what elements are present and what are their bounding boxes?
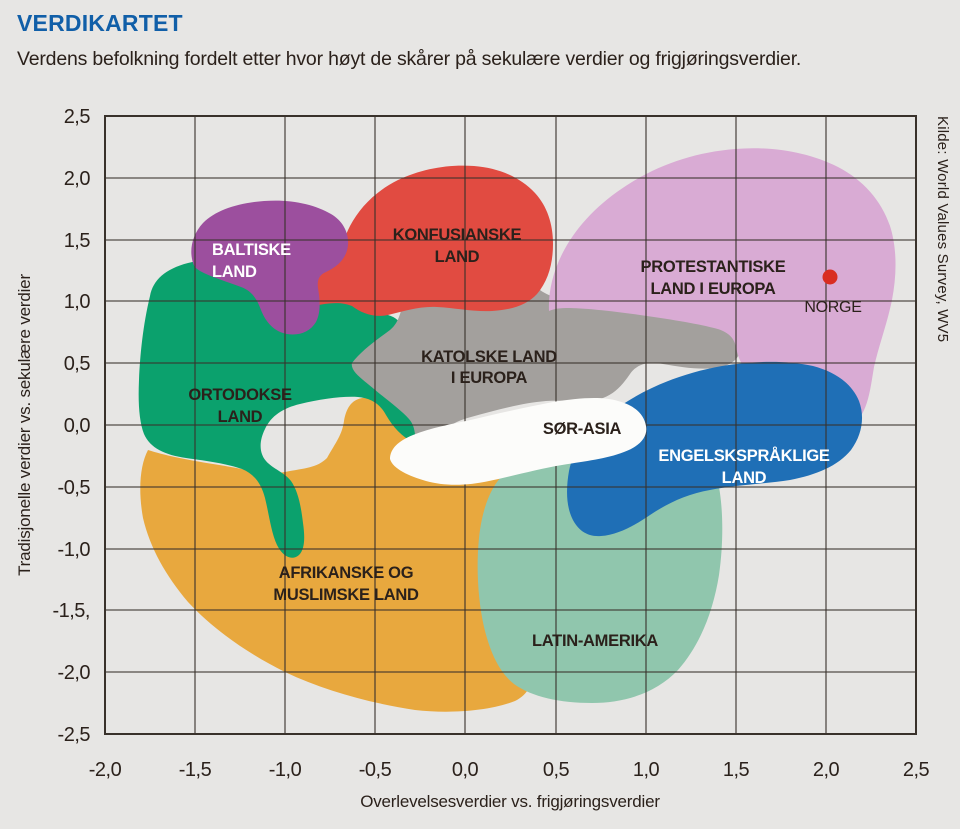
region-label-baltiske-2: LAND bbox=[212, 263, 257, 281]
region-protestantiske-blob bbox=[548, 148, 896, 430]
x-tick-label: 2,0 bbox=[813, 759, 840, 781]
region-label-sor-asia: SØR-ASIA bbox=[543, 420, 622, 438]
region-label-konfusianske-1: KONFUSIANSKE bbox=[393, 226, 522, 244]
y-tick-label: -1,0 bbox=[58, 539, 91, 561]
x-tick-label: 0,5 bbox=[543, 759, 570, 781]
y-tick-label: 1,0 bbox=[64, 291, 91, 313]
x-tick-label: -1,0 bbox=[269, 759, 302, 781]
region-label-engelskspraklige-2: LAND bbox=[722, 469, 767, 487]
x-tick-label: 0,0 bbox=[452, 759, 479, 781]
y-tick-label: 0,5 bbox=[64, 353, 91, 375]
x-axis-title: Overlevelsesverdier vs. frigjøringsverdi… bbox=[360, 792, 660, 811]
y-tick-label: -2,0 bbox=[58, 662, 91, 684]
region-label-protestantiske-1: PROTESTANTISKE bbox=[641, 258, 786, 276]
y-tick-label: 1,5 bbox=[64, 230, 91, 252]
region-label-afrikanske-2: MUSLIMSKE LAND bbox=[273, 586, 419, 604]
axis-box bbox=[104, 115, 917, 735]
y-axis-title: Tradisjonelle verdier vs. sekulære verdi… bbox=[15, 274, 34, 576]
region-label-baltiske-1: BALTISKE bbox=[212, 241, 291, 259]
y-tick-label: 2,0 bbox=[64, 168, 91, 190]
region-label-konfusianske-2: LAND bbox=[435, 248, 480, 266]
region-label-katolske-2: I EUROPA bbox=[451, 369, 528, 387]
x-tick-label: 1,0 bbox=[633, 759, 660, 781]
page-subtitle: Verdens befolkning fordelt etter hvor hø… bbox=[17, 48, 802, 70]
x-tick-label: 1,5 bbox=[723, 759, 750, 781]
region-label-ortodokse-2: LAND bbox=[218, 408, 263, 426]
y-tick-label: 0,0 bbox=[64, 415, 91, 437]
region-label-afrikanske-1: AFRIKANSKE OG bbox=[279, 564, 414, 582]
region-konfusianske-blob bbox=[250, 165, 553, 316]
y-tick-label: -1,5, bbox=[52, 600, 90, 622]
norge-label: NORGE bbox=[804, 299, 861, 316]
source-note: Kilde: World Values Survey, WV5 bbox=[934, 116, 951, 342]
region-engelskspraklige-blob bbox=[567, 361, 863, 537]
page-title: VERDIKARTET bbox=[17, 10, 183, 36]
region-label-ortodokse-1: ORTODOKSE bbox=[188, 386, 292, 404]
region-label-engelskspraklige-1: ENGELSKSPRÅKLIGE bbox=[658, 446, 830, 465]
region-label-katolske-1: KATOLSKE LAND bbox=[421, 348, 557, 366]
x-tick-label: -0,5 bbox=[359, 759, 392, 781]
y-tick-label: 2,5 bbox=[64, 106, 91, 128]
region-label-latin-amerika: LATIN-AMERIKA bbox=[532, 632, 658, 650]
region-label-protestantiske-2: LAND I EUROPA bbox=[650, 280, 775, 298]
x-tick-label: 2,5 bbox=[903, 759, 930, 781]
y-tick-label: -0,5 bbox=[58, 477, 91, 499]
x-tick-label: -1,5 bbox=[179, 759, 212, 781]
y-tick-label: -2,5 bbox=[58, 724, 91, 746]
region-sor-asia-blob bbox=[390, 398, 647, 485]
x-tick-label: -2,0 bbox=[89, 759, 122, 781]
norge-dot bbox=[822, 269, 838, 285]
